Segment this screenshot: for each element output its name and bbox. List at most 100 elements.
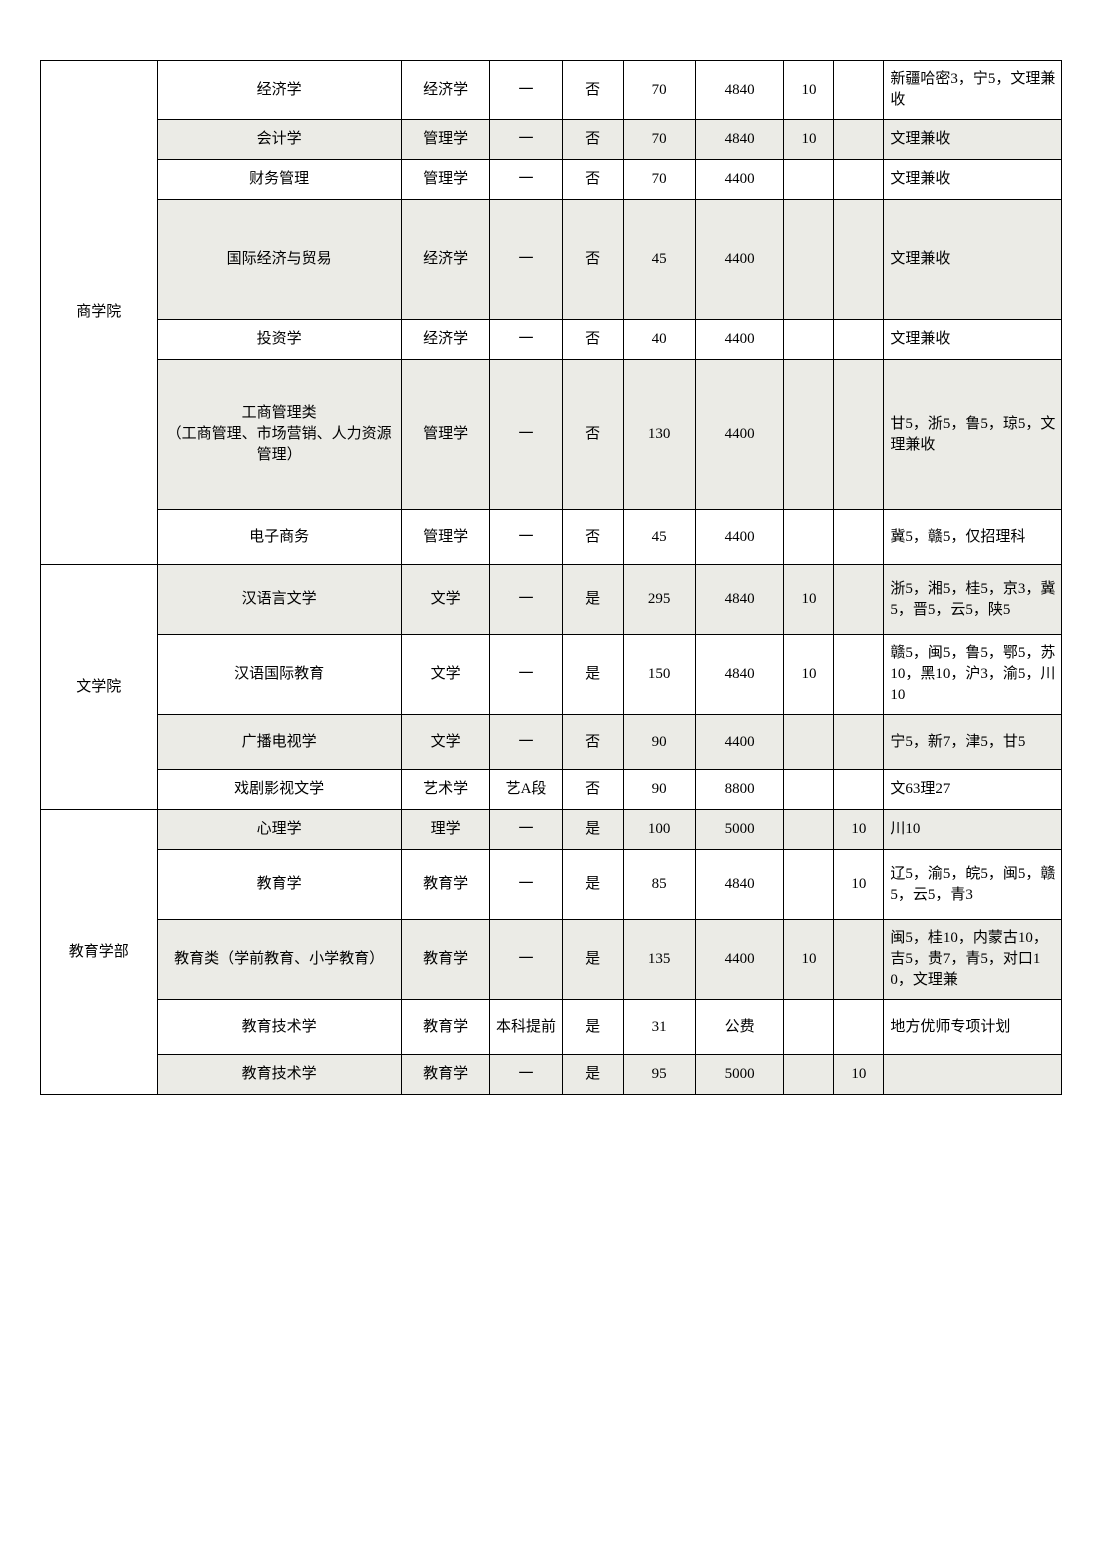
data-cell: 4840	[695, 850, 784, 920]
data-cell: 教育学	[401, 1000, 490, 1055]
data-cell: 否	[562, 510, 623, 565]
data-cell: 4840	[695, 635, 784, 715]
table-row: 广播电视学文学一否904400宁5，新7，津5，甘5	[41, 715, 1062, 770]
data-cell	[834, 715, 884, 770]
data-cell: 4400	[695, 320, 784, 360]
data-cell: 辽5，渝5，皖5，闽5，赣5，云5，青3	[884, 850, 1062, 920]
data-cell	[784, 715, 834, 770]
data-cell: 工商管理类（工商管理、市场营销、人力资源管理）	[157, 360, 401, 510]
data-cell: 一	[490, 510, 562, 565]
data-cell: 10	[834, 810, 884, 850]
data-cell: 135	[623, 920, 695, 1000]
data-cell: 4840	[695, 120, 784, 160]
data-cell: 是	[562, 850, 623, 920]
data-cell: 95	[623, 1055, 695, 1095]
data-cell: 管理学	[401, 120, 490, 160]
data-cell: 是	[562, 565, 623, 635]
data-cell: 公费	[695, 1000, 784, 1055]
data-cell: 90	[623, 770, 695, 810]
data-cell	[784, 360, 834, 510]
data-cell: 一	[490, 360, 562, 510]
data-cell: 广播电视学	[157, 715, 401, 770]
data-cell: 150	[623, 635, 695, 715]
data-cell: 70	[623, 160, 695, 200]
data-cell: 8800	[695, 770, 784, 810]
data-cell: 汉语国际教育	[157, 635, 401, 715]
data-cell: 国际经济与贸易	[157, 200, 401, 320]
table-row: 国际经济与贸易经济学一否454400文理兼收	[41, 200, 1062, 320]
data-cell: 教育技术学	[157, 1000, 401, 1055]
table-row: 工商管理类（工商管理、市场营销、人力资源管理）管理学一否1304400甘5，浙5…	[41, 360, 1062, 510]
data-cell: 经济学	[401, 200, 490, 320]
data-cell	[884, 1055, 1062, 1095]
data-cell: 经济学	[401, 320, 490, 360]
data-cell: 是	[562, 1055, 623, 1095]
data-cell	[834, 920, 884, 1000]
data-cell: 一	[490, 200, 562, 320]
data-cell: 一	[490, 715, 562, 770]
data-cell: 教育学	[401, 920, 490, 1000]
data-cell: 文63理27	[884, 770, 1062, 810]
data-cell: 一	[490, 120, 562, 160]
data-cell: 冀5，赣5，仅招理科	[884, 510, 1062, 565]
data-cell	[834, 565, 884, 635]
data-cell: 文学	[401, 565, 490, 635]
data-cell: 闽5，桂10，内蒙古10，吉5，贵7，青5，对口10，文理兼	[884, 920, 1062, 1000]
data-cell: 一	[490, 61, 562, 120]
data-cell: 宁5，新7，津5，甘5	[884, 715, 1062, 770]
data-cell: 文学	[401, 715, 490, 770]
data-cell: 10	[784, 920, 834, 1000]
data-cell: 是	[562, 920, 623, 1000]
table-row: 商学院经济学经济学一否70484010新疆哈密3，宁5，文理兼收	[41, 61, 1062, 120]
data-cell: 10	[784, 61, 834, 120]
data-cell: 文理兼收	[884, 120, 1062, 160]
data-cell: 投资学	[157, 320, 401, 360]
data-cell: 新疆哈密3，宁5，文理兼收	[884, 61, 1062, 120]
data-cell: 赣5，闽5，鲁5，鄂5，苏10，黑10，沪3，渝5，川10	[884, 635, 1062, 715]
data-cell: 艺A段	[490, 770, 562, 810]
data-cell	[834, 120, 884, 160]
data-cell: 31	[623, 1000, 695, 1055]
data-cell	[784, 510, 834, 565]
data-cell	[834, 1000, 884, 1055]
data-cell	[784, 160, 834, 200]
data-cell: 地方优师专项计划	[884, 1000, 1062, 1055]
data-cell: 教育技术学	[157, 1055, 401, 1095]
data-cell: 艺术学	[401, 770, 490, 810]
data-cell: 一	[490, 160, 562, 200]
table-row: 汉语国际教育文学一是150484010赣5，闽5，鲁5，鄂5，苏10，黑10，沪…	[41, 635, 1062, 715]
data-cell: 4840	[695, 61, 784, 120]
data-cell: 70	[623, 61, 695, 120]
data-cell: 70	[623, 120, 695, 160]
data-cell	[784, 320, 834, 360]
data-cell: 一	[490, 320, 562, 360]
data-cell: 电子商务	[157, 510, 401, 565]
data-cell: 45	[623, 200, 695, 320]
data-cell	[834, 360, 884, 510]
table-row: 教育技术学教育学一是95500010	[41, 1055, 1062, 1095]
data-cell: 教育学	[401, 850, 490, 920]
data-cell: 心理学	[157, 810, 401, 850]
data-cell	[834, 770, 884, 810]
data-cell: 100	[623, 810, 695, 850]
enrollment-table: 商学院经济学经济学一否70484010新疆哈密3，宁5，文理兼收会计学管理学一否…	[40, 60, 1062, 1095]
data-cell: 教育学	[401, 1055, 490, 1095]
data-cell: 4840	[695, 565, 784, 635]
data-cell: 一	[490, 810, 562, 850]
data-cell: 教育学	[157, 850, 401, 920]
data-cell: 文理兼收	[884, 320, 1062, 360]
data-cell: 295	[623, 565, 695, 635]
data-cell: 5000	[695, 810, 784, 850]
table-row: 会计学管理学一否70484010文理兼收	[41, 120, 1062, 160]
table-row: 戏剧影视文学艺术学艺A段否908800文63理27	[41, 770, 1062, 810]
data-cell: 是	[562, 810, 623, 850]
data-cell: 管理学	[401, 160, 490, 200]
data-cell: 一	[490, 920, 562, 1000]
data-cell: 10	[834, 850, 884, 920]
data-cell: 否	[562, 200, 623, 320]
data-cell: 本科提前	[490, 1000, 562, 1055]
data-cell	[834, 61, 884, 120]
table-row: 教育学部心理学理学一是100500010川10	[41, 810, 1062, 850]
data-cell	[784, 850, 834, 920]
table-row: 电子商务管理学一否454400冀5，赣5，仅招理科	[41, 510, 1062, 565]
